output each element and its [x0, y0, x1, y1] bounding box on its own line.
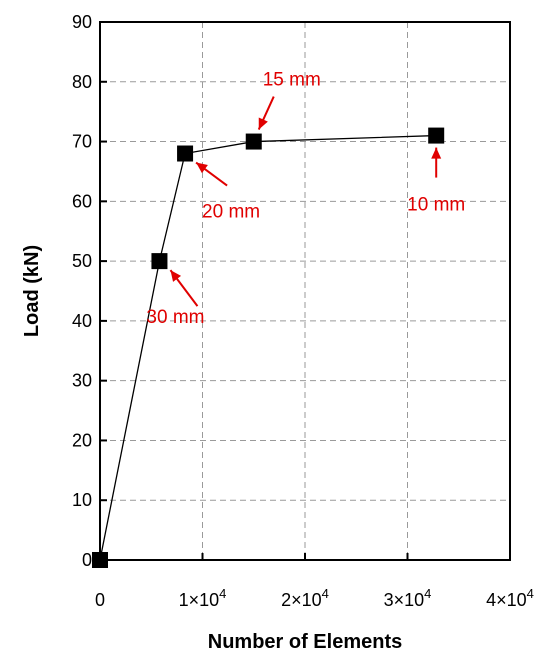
data-point [92, 552, 108, 568]
annotation-arrow-head [170, 270, 182, 282]
y-tick-label: 60 [72, 191, 92, 211]
y-tick-label: 90 [72, 12, 92, 32]
x-tick-label: 4×104 [486, 586, 534, 610]
y-tick-label: 10 [72, 490, 92, 510]
x-tick-label: 0 [95, 590, 105, 610]
x-axis-label: Number of Elements [208, 631, 402, 653]
data-point [428, 127, 445, 144]
y-tick-label: 0 [82, 550, 92, 570]
series-line [99, 134, 437, 561]
y-tick-label: 70 [72, 132, 92, 152]
x-tick-label: 1×104 [179, 586, 227, 610]
y-tick-label: 40 [72, 311, 92, 331]
data-point [151, 253, 168, 270]
data-point [245, 133, 262, 150]
x-tick-label: 2×104 [281, 586, 329, 610]
annotation-label: 15 mm [263, 70, 321, 91]
y-tick-label: 80 [72, 72, 92, 92]
y-tick-label: 20 [72, 430, 92, 450]
annotation-label: 30 mm [146, 307, 204, 328]
series [92, 127, 445, 568]
y-axis-label: Load (kN) [21, 245, 43, 337]
annotation-label: 10 mm [407, 195, 465, 216]
y-tick-label: 30 [72, 371, 92, 391]
annotation-label: 20 mm [202, 202, 260, 223]
annotation-arrow-head [258, 117, 268, 130]
x-tick-label: 3×104 [384, 586, 432, 610]
annotation-arrow-head [431, 147, 442, 159]
annotation-arrow-head [196, 162, 208, 174]
y-tick-label: 50 [72, 251, 92, 271]
data-point [177, 145, 194, 162]
grid [100, 22, 510, 560]
annotations: 30 mm 20 mm 15 mm 10 mm [146, 70, 465, 329]
axis-ticks: 0 10 20 30 40 50 60 70 80 90 0 1×104 2×104 3×104 4×104 [72, 12, 534, 610]
